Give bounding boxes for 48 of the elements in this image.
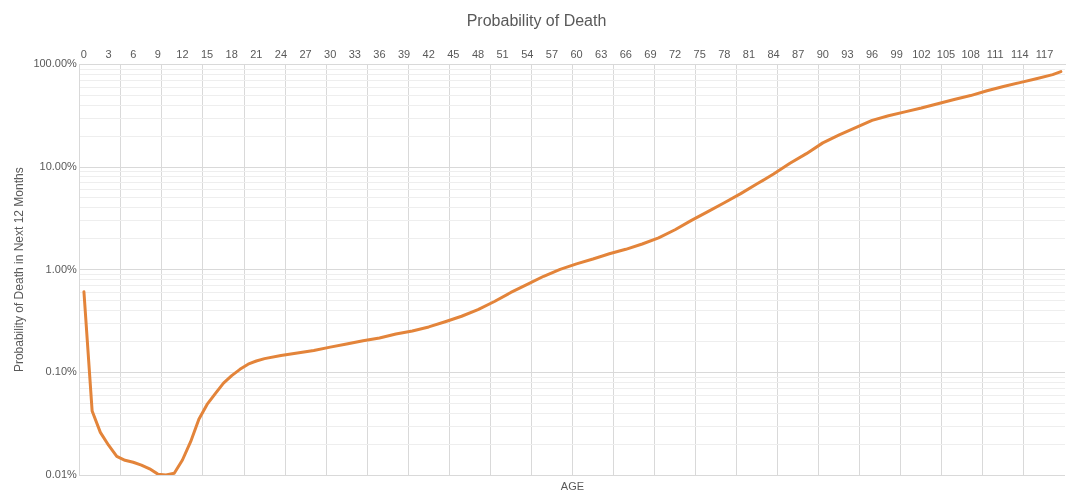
x-tick-label: 78 [718,47,731,60]
x-tick-label: 15 [200,47,214,60]
x-tick-label: 60 [570,47,583,60]
x-tick-label: 105 [936,47,956,60]
x-tick-label: 51 [496,47,509,60]
x-tick-label: 108 [961,47,980,60]
x-tick-label: 87 [792,47,805,60]
x-tick-label: 54 [521,47,534,60]
x-tick-label: 48 [471,47,485,60]
x-tick-label: 45 [447,47,460,60]
x-tick-label: 75 [693,47,706,60]
x-tick-label: 0 [80,47,87,60]
x-tick-label: 93 [841,47,854,60]
y-tick-label: 10.00% [39,160,78,173]
x-tick-label: 69 [644,47,657,60]
x-tick-label: 12 [176,47,189,60]
x-tick-label: 27 [299,47,312,60]
x-tick-label: 42 [422,47,435,60]
x-tick-label: 114 [1011,47,1029,60]
x-tick-label: 33 [348,47,361,60]
y-tick-label: 0.01% [45,468,78,481]
x-tick-label: 3 [105,47,112,60]
x-tick-label: 21 [250,47,263,60]
x-tick-label: 30 [324,47,337,60]
x-tick-label: 96 [865,47,879,60]
x-tick-label: 6 [130,47,137,60]
x-tick-label: 9 [154,47,161,60]
x-tick-label: 36 [373,47,386,60]
x-tick-label: 81 [742,47,756,60]
y-tick-label: 0.10% [45,365,78,378]
x-tick-label: 84 [767,47,780,60]
x-tick-label: 90 [816,47,829,60]
x-axis-title: AGE [560,479,585,492]
x-tick-label: 66 [619,47,632,60]
y-tick-label: 100.00% [33,57,78,70]
x-tick-label: 57 [545,47,559,60]
y-axis-title: Probability of Death in Next 12 Months [11,167,26,373]
x-tick-label: 18 [225,47,238,60]
chart-title: Probability of Death [466,12,607,30]
x-tick-label: 99 [890,47,903,60]
x-tick-label: 24 [274,47,288,60]
x-tick-label: 111 [986,47,1004,60]
x-tick-label: 102 [912,47,931,60]
x-tick-label: 63 [595,47,608,60]
x-tick-label: 72 [668,47,682,60]
x-tick-label: 117 [1035,47,1054,60]
x-tick-label: 39 [397,47,411,60]
y-tick-label: 1.00% [45,262,78,275]
